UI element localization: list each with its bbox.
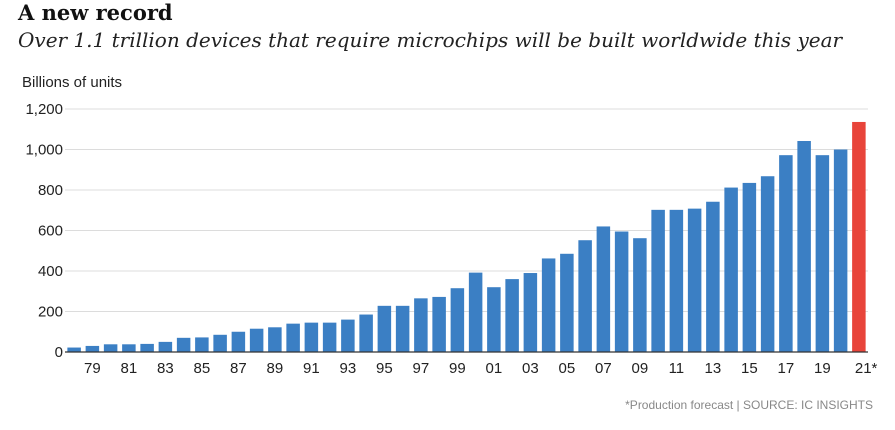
bar — [633, 238, 647, 352]
bar — [85, 345, 100, 352]
bar — [505, 279, 519, 352]
y-tick-label: 1,200 — [25, 101, 63, 118]
x-tick-label: 93 — [340, 360, 357, 377]
bar — [414, 298, 428, 352]
x-tick-label: 19 — [814, 360, 831, 377]
x-tick-label: 17 — [778, 360, 795, 377]
bar — [395, 305, 410, 352]
x-tick-label: 05 — [559, 360, 576, 377]
bar — [195, 337, 209, 352]
bar — [322, 322, 337, 352]
bar-forecast — [852, 121, 866, 353]
x-tick-label: 85 — [194, 360, 211, 377]
bar — [797, 140, 811, 352]
bar — [833, 149, 848, 352]
bar — [487, 287, 501, 352]
y-tick-label: 800 — [38, 182, 63, 199]
x-tick-label: 15 — [741, 360, 758, 377]
bar — [742, 182, 757, 352]
x-tick-label: 83 — [157, 360, 174, 377]
source-note: *Production forecast | SOURCE: IC INSIGH… — [625, 398, 873, 412]
bar — [651, 209, 665, 352]
bar — [103, 344, 118, 352]
x-tick-label: 89 — [267, 360, 284, 377]
bar — [779, 155, 793, 352]
y-tick-label: 0 — [55, 344, 63, 361]
y-axis-label: Billions of units — [22, 74, 123, 91]
bar — [760, 176, 775, 352]
x-tick-label: 09 — [632, 360, 649, 377]
x-tick-label: 03 — [522, 360, 539, 377]
bars — [67, 121, 866, 353]
x-tick-label: 01 — [486, 360, 503, 377]
bar — [450, 288, 465, 352]
bar — [578, 240, 592, 352]
bar — [286, 323, 300, 352]
bar — [669, 209, 684, 352]
y-tick-label: 400 — [38, 263, 63, 280]
chart-title: A new record — [18, 0, 173, 25]
bar — [67, 347, 81, 352]
x-tick-label: 21* — [855, 360, 878, 377]
bar — [158, 341, 173, 352]
x-tick-label: 79 — [84, 360, 101, 377]
bar — [176, 337, 191, 352]
bar — [213, 334, 227, 352]
bar — [706, 201, 720, 352]
bar — [596, 226, 611, 352]
x-tick-labels: 79 81 83 85 87 89 91 93 95 97 99 01 03 05 07 09 11 13 15 17… — [84, 360, 878, 377]
x-tick-label: 81 — [121, 360, 138, 377]
bar — [231, 331, 246, 352]
x-tick-label: 11 — [669, 360, 685, 377]
y-tick-label: 1,000 — [25, 142, 63, 159]
bar — [341, 319, 355, 352]
x-tick-label: 95 — [376, 360, 393, 377]
chart-subtitle: Over 1.1 trillion devices that require m… — [18, 28, 843, 52]
x-tick-label: 13 — [705, 360, 722, 377]
bar — [377, 305, 392, 352]
bar — [122, 344, 136, 352]
bar — [468, 272, 483, 352]
bar — [304, 322, 319, 352]
bar — [432, 296, 446, 352]
bar — [523, 273, 538, 352]
bar — [359, 314, 373, 352]
bar — [140, 343, 154, 352]
bar — [614, 231, 629, 352]
x-tick-label: 99 — [449, 360, 466, 377]
y-tick-labels: 0 200 400 600 800 1,000 1,200 — [25, 101, 63, 361]
x-tick-label: 87 — [230, 360, 247, 377]
bar — [560, 253, 574, 352]
bar — [724, 187, 738, 352]
bar — [687, 208, 702, 352]
y-tick-label: 600 — [38, 223, 63, 240]
bar — [249, 328, 264, 352]
bar — [268, 327, 282, 352]
x-tick-label: 07 — [595, 360, 612, 377]
x-tick-label: 97 — [413, 360, 430, 377]
bar — [815, 155, 830, 352]
x-tick-label: 91 — [303, 360, 320, 377]
bar — [541, 258, 556, 352]
y-tick-label: 200 — [38, 304, 63, 321]
